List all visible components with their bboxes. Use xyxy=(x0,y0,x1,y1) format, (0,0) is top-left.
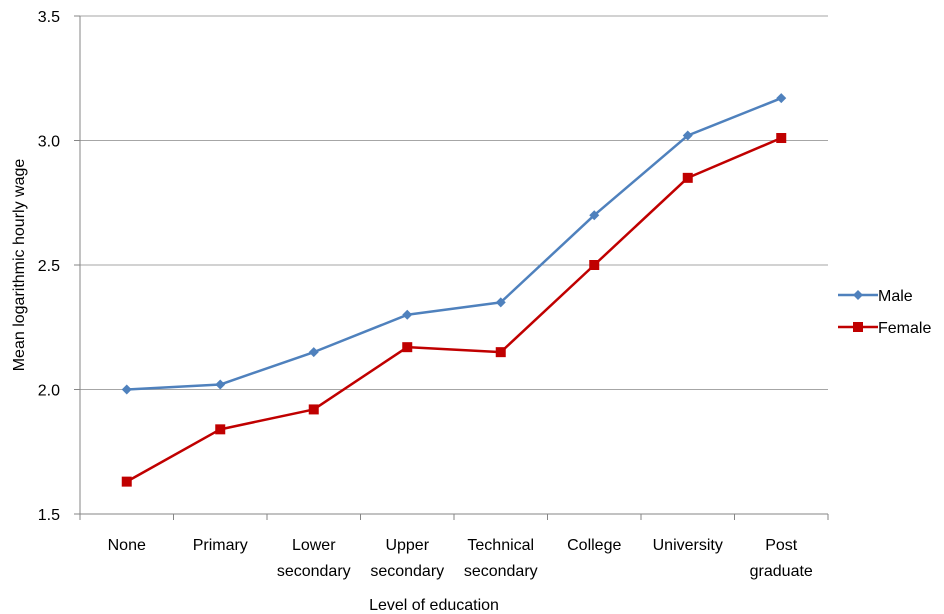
x-category-label: Upper secondary xyxy=(370,537,444,580)
x-category-label: Lower secondary xyxy=(277,537,351,580)
series-male-point xyxy=(682,130,693,141)
series-male-point xyxy=(308,347,319,358)
series-female xyxy=(121,133,787,487)
series-female-point xyxy=(121,476,132,487)
series-male-point xyxy=(215,379,226,390)
series-male-point xyxy=(495,297,506,308)
series-female-point xyxy=(776,133,787,144)
series-female-point xyxy=(215,424,226,435)
legend-male-label: Male xyxy=(878,288,913,305)
series-female-line xyxy=(126,136,782,483)
y-axis-title: Mean logarithmic hourly wage xyxy=(11,159,28,372)
x-category-label: Post graduate xyxy=(750,537,813,580)
legend-female-marker xyxy=(853,322,863,332)
y-tick-label: 2.5 xyxy=(38,258,60,275)
legend-male-marker xyxy=(853,290,863,300)
legend-female-label: Female xyxy=(878,320,931,337)
y-tick-label: 3.5 xyxy=(38,9,60,26)
series-female-point xyxy=(308,404,319,415)
series-female-point xyxy=(495,347,506,358)
series-male-point xyxy=(121,384,132,395)
y-tick-labels: 1.5 2.0 2.5 3.0 3.5 xyxy=(38,9,60,524)
y-tick-label: 2.0 xyxy=(38,383,60,400)
series-male-line xyxy=(126,97,782,391)
series-female-point xyxy=(682,172,693,183)
legend-item-male: Male xyxy=(838,288,913,305)
series-male xyxy=(121,93,787,395)
series-male-point xyxy=(776,93,787,104)
series-female-point xyxy=(402,342,413,353)
gridlines xyxy=(80,15,828,390)
axes xyxy=(74,15,829,520)
x-category-label: None xyxy=(108,537,146,554)
legend-item-female: Female xyxy=(838,320,931,337)
series-female-point xyxy=(589,260,600,270)
x-category-label: Technical secondary xyxy=(464,537,538,580)
x-category-labels: None Primary Lower secondary Upper secondary T… xyxy=(108,537,813,580)
x-category-label: University xyxy=(653,537,723,554)
series-male-point xyxy=(402,309,413,320)
y-tick-label: 3.0 xyxy=(38,134,60,151)
series-layer xyxy=(121,93,787,487)
legend: Male Female xyxy=(838,288,931,337)
x-category-label: Primary xyxy=(193,537,248,554)
x-axis-title: Level of education xyxy=(369,597,499,614)
series-male-point xyxy=(589,210,600,221)
x-category-label: College xyxy=(567,537,621,554)
y-tick-label: 1.5 xyxy=(38,507,60,524)
